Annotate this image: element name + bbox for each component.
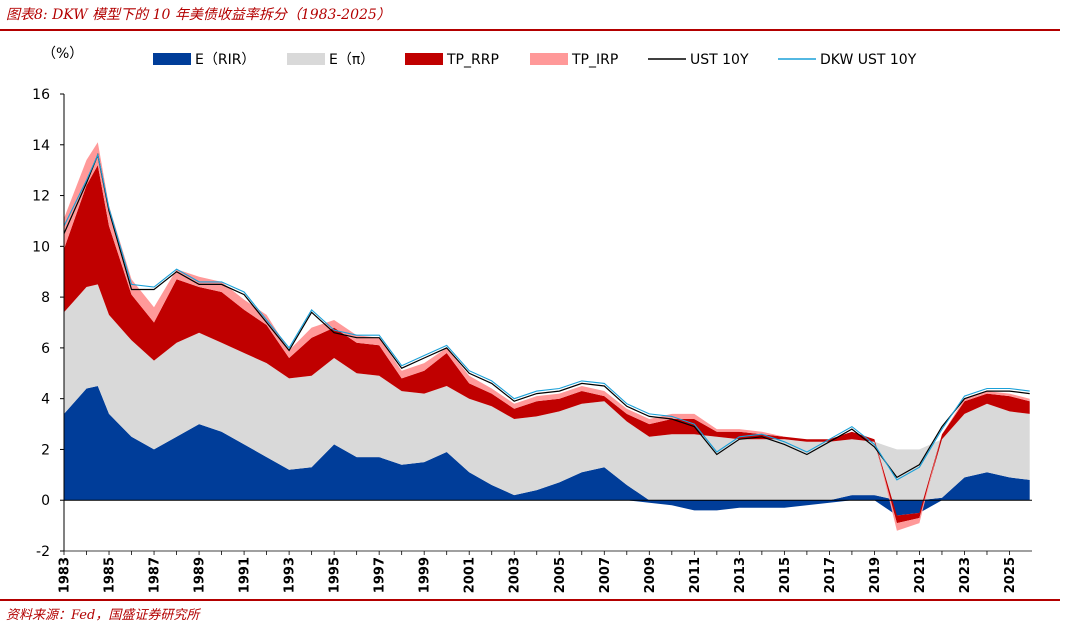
- x-tick-label: 1983: [58, 557, 73, 593]
- legend-label-pi: E（π）: [329, 52, 374, 68]
- legend-label-rrp: TP_RRP: [446, 52, 499, 68]
- x-tick-label: 1985: [103, 557, 118, 593]
- x-tick-label: 1991: [238, 557, 253, 593]
- footer-divider: [0, 599, 1060, 601]
- x-tick-label: 2023: [958, 557, 973, 593]
- x-tick-label: 1999: [418, 557, 433, 593]
- legend-swatch-rir: [153, 53, 191, 65]
- x-tick-label: 1997: [373, 557, 388, 593]
- y-tick-label: 8: [41, 290, 50, 306]
- axes: -2 0 2 4 6 8 10 12 14 16 1983 1985 1987 1989 1991 1993 1…: [32, 87, 1032, 593]
- x-tick-label: 2001: [463, 557, 478, 593]
- source-note: 资料来源：Fed，国盛证券研究所: [6, 608, 200, 623]
- y-tick-label: 16: [32, 87, 50, 103]
- x-tick-label: 2005: [553, 557, 568, 593]
- legend-label-ust: UST 10Y: [690, 52, 749, 68]
- legend-swatch-pi: [287, 53, 325, 65]
- y-tick-label: 10: [32, 239, 50, 255]
- x-tick-label: 2019: [868, 557, 883, 593]
- line-ust: [63, 152, 1030, 479]
- y-tick-label: 4: [41, 392, 50, 408]
- area-rir: [64, 386, 1030, 516]
- title-divider: [0, 29, 1060, 31]
- x-tick-label: 2021: [913, 557, 928, 593]
- line-dkw: [63, 153, 1030, 481]
- y-tick-label: -2: [36, 544, 50, 560]
- yield-lines: [63, 152, 1030, 481]
- legend: E（RIR） E（π） TP_RRP TP_IRP UST 10Y DKW UST 10Y: [153, 52, 917, 68]
- x-tick-label: 2013: [733, 557, 748, 593]
- y-tick-label: 12: [32, 189, 50, 205]
- legend-label-dkw: DKW UST 10Y: [820, 52, 917, 68]
- legend-label-rir: E（RIR）: [195, 52, 255, 68]
- y-tick-label: 0: [41, 493, 50, 509]
- x-tick-label: 1993: [283, 557, 298, 593]
- x-tick-label: 1989: [193, 557, 208, 593]
- stacked-areas: [64, 142, 1030, 531]
- y-tick-label: 2: [41, 442, 50, 458]
- x-tick-label: 2011: [688, 557, 703, 593]
- x-tick-label: 2015: [778, 557, 793, 593]
- x-tick-label: 1987: [148, 557, 163, 593]
- y-tick-label: 14: [32, 138, 50, 154]
- x-tick-label: 2009: [643, 557, 658, 593]
- x-tick-label: 2007: [598, 557, 613, 593]
- legend-label-irp: TP_IRP: [571, 52, 618, 68]
- legend-swatch-rrp: [405, 53, 443, 65]
- y-tick-label: 6: [41, 341, 50, 357]
- chart-title: 图表8: DKW 模型下的 10 年美债收益率拆分（1983-2025）: [6, 7, 391, 23]
- x-tick-label: 1995: [328, 557, 343, 593]
- x-tick-label: 2025: [1003, 557, 1018, 593]
- x-tick-label: 2003: [508, 557, 523, 593]
- x-tick-label: 2017: [823, 557, 838, 593]
- chart: E（RIR） E（π） TP_RRP TP_IRP UST 10Y DKW UST 10Y…: [32, 46, 1032, 593]
- legend-swatch-irp: [530, 53, 568, 65]
- y-axis-label: （%）: [42, 46, 83, 62]
- area-rrp: [64, 165, 1030, 524]
